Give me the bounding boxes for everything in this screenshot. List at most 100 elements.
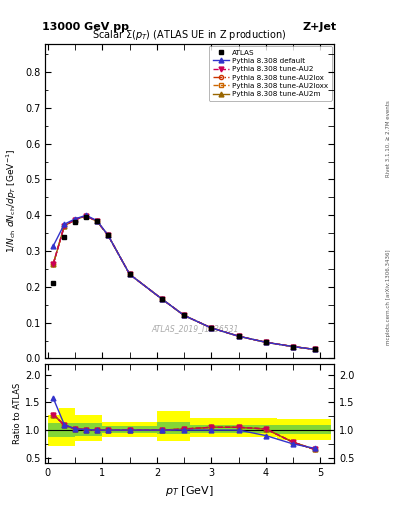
Line: Pythia 8.308 tune-AU2: Pythia 8.308 tune-AU2 bbox=[51, 214, 318, 352]
Text: Rivet 3.1.10, ≥ 2.7M events: Rivet 3.1.10, ≥ 2.7M events bbox=[386, 100, 391, 177]
Pythia 8.308 tune-AU2loxx bbox=[62, 223, 67, 229]
Pythia 8.308 default bbox=[84, 212, 88, 218]
ATLAS bbox=[312, 347, 317, 353]
ATLAS bbox=[209, 325, 214, 331]
Pythia 8.308 tune-AU2lox bbox=[160, 296, 165, 303]
Pythia 8.308 tune-AU2 bbox=[291, 344, 296, 350]
Pythia 8.308 tune-AU2 bbox=[73, 217, 77, 223]
ATLAS bbox=[84, 214, 88, 220]
Pythia 8.308 tune-AU2loxx bbox=[105, 232, 110, 238]
Pythia 8.308 default bbox=[312, 347, 317, 353]
Pythia 8.308 tune-AU2 bbox=[236, 333, 241, 339]
Pythia 8.308 tune-AU2 bbox=[127, 271, 132, 278]
Pythia 8.308 tune-AU2 bbox=[160, 296, 165, 303]
Pythia 8.308 default bbox=[236, 333, 241, 339]
ATLAS bbox=[95, 218, 99, 224]
ATLAS bbox=[236, 333, 241, 339]
Pythia 8.308 tune-AU2m bbox=[209, 325, 214, 331]
Pythia 8.308 tune-AU2m bbox=[160, 296, 165, 303]
Pythia 8.308 tune-AU2m bbox=[264, 339, 268, 346]
Pythia 8.308 tune-AU2m bbox=[182, 312, 187, 318]
Pythia 8.308 default bbox=[62, 221, 67, 227]
Y-axis label: $1/N_\mathrm{ch}\ dN_\mathrm{ch}/dp_T\ [\mathrm{GeV}^{-1}]$: $1/N_\mathrm{ch}\ dN_\mathrm{ch}/dp_T\ [… bbox=[5, 149, 19, 253]
Line: Pythia 8.308 tune-AU2m: Pythia 8.308 tune-AU2m bbox=[51, 214, 318, 352]
Text: ATLAS_2019_I1736531: ATLAS_2019_I1736531 bbox=[152, 324, 239, 333]
Pythia 8.308 tune-AU2 bbox=[264, 339, 268, 346]
Pythia 8.308 tune-AU2loxx bbox=[84, 213, 88, 219]
Pythia 8.308 tune-AU2lox bbox=[51, 261, 56, 267]
Pythia 8.308 tune-AU2loxx bbox=[95, 218, 99, 224]
Pythia 8.308 tune-AU2m bbox=[62, 223, 67, 229]
Pythia 8.308 tune-AU2m bbox=[291, 344, 296, 350]
ATLAS bbox=[182, 312, 187, 318]
Pythia 8.308 tune-AU2lox bbox=[95, 218, 99, 224]
Y-axis label: Ratio to ATLAS: Ratio to ATLAS bbox=[13, 383, 22, 444]
ATLAS bbox=[105, 232, 110, 238]
Pythia 8.308 tune-AU2lox bbox=[105, 232, 110, 238]
ATLAS bbox=[73, 219, 77, 225]
Pythia 8.308 tune-AU2 bbox=[182, 312, 187, 318]
Pythia 8.308 tune-AU2m bbox=[95, 218, 99, 224]
ATLAS bbox=[127, 271, 132, 278]
Pythia 8.308 tune-AU2m bbox=[51, 261, 56, 267]
Line: ATLAS: ATLAS bbox=[51, 215, 318, 352]
Pythia 8.308 default bbox=[209, 325, 214, 331]
Legend: ATLAS, Pythia 8.308 default, Pythia 8.308 tune-AU2, Pythia 8.308 tune-AU2lox, Py: ATLAS, Pythia 8.308 default, Pythia 8.30… bbox=[209, 46, 332, 101]
Text: Z+Jet: Z+Jet bbox=[303, 23, 337, 32]
Pythia 8.308 tune-AU2lox bbox=[236, 333, 241, 339]
Pythia 8.308 tune-AU2 bbox=[209, 325, 214, 331]
Pythia 8.308 tune-AU2loxx bbox=[160, 296, 165, 303]
Pythia 8.308 tune-AU2lox bbox=[291, 344, 296, 350]
Pythia 8.308 tune-AU2m bbox=[312, 347, 317, 353]
Pythia 8.308 default bbox=[291, 344, 296, 350]
Pythia 8.308 tune-AU2 bbox=[95, 218, 99, 224]
Line: Pythia 8.308 default: Pythia 8.308 default bbox=[51, 213, 318, 352]
ATLAS bbox=[264, 339, 268, 346]
ATLAS bbox=[51, 280, 56, 286]
Pythia 8.308 tune-AU2m bbox=[73, 217, 77, 223]
Pythia 8.308 tune-AU2lox bbox=[312, 347, 317, 353]
Pythia 8.308 tune-AU2loxx bbox=[209, 325, 214, 331]
Pythia 8.308 tune-AU2 bbox=[312, 347, 317, 353]
Pythia 8.308 tune-AU2m bbox=[84, 213, 88, 219]
Pythia 8.308 default bbox=[73, 216, 77, 222]
Pythia 8.308 default bbox=[95, 218, 99, 224]
Pythia 8.308 tune-AU2loxx bbox=[264, 339, 268, 346]
Pythia 8.308 tune-AU2lox bbox=[209, 325, 214, 331]
Pythia 8.308 tune-AU2 bbox=[62, 223, 67, 229]
Text: mcplots.cern.ch [arXiv:1306.3436]: mcplots.cern.ch [arXiv:1306.3436] bbox=[386, 249, 391, 345]
Pythia 8.308 default bbox=[264, 339, 268, 346]
ATLAS bbox=[160, 296, 165, 303]
Pythia 8.308 tune-AU2loxx bbox=[236, 333, 241, 339]
Pythia 8.308 tune-AU2 bbox=[84, 213, 88, 219]
Pythia 8.308 tune-AU2 bbox=[105, 232, 110, 238]
Line: Pythia 8.308 tune-AU2loxx: Pythia 8.308 tune-AU2loxx bbox=[51, 214, 317, 352]
Pythia 8.308 default bbox=[51, 243, 56, 249]
ATLAS bbox=[291, 344, 296, 350]
Pythia 8.308 tune-AU2loxx bbox=[73, 217, 77, 223]
ATLAS bbox=[62, 233, 67, 240]
Pythia 8.308 tune-AU2m bbox=[105, 232, 110, 238]
Line: Pythia 8.308 tune-AU2lox: Pythia 8.308 tune-AU2lox bbox=[51, 214, 317, 352]
Pythia 8.308 tune-AU2m bbox=[236, 333, 241, 339]
Pythia 8.308 default bbox=[105, 232, 110, 238]
Pythia 8.308 default bbox=[127, 271, 132, 278]
Pythia 8.308 tune-AU2lox bbox=[127, 271, 132, 278]
Text: 13000 GeV pp: 13000 GeV pp bbox=[42, 23, 129, 32]
Pythia 8.308 tune-AU2 bbox=[51, 261, 56, 267]
X-axis label: $p_T\ [\mathrm{GeV}]$: $p_T\ [\mathrm{GeV}]$ bbox=[165, 484, 214, 498]
Pythia 8.308 tune-AU2lox bbox=[264, 339, 268, 346]
Pythia 8.308 tune-AU2lox bbox=[84, 213, 88, 219]
Pythia 8.308 default bbox=[182, 312, 187, 318]
Pythia 8.308 tune-AU2lox bbox=[73, 217, 77, 223]
Pythia 8.308 tune-AU2m bbox=[127, 271, 132, 278]
Pythia 8.308 tune-AU2lox bbox=[182, 312, 187, 318]
Pythia 8.308 tune-AU2loxx bbox=[51, 261, 56, 267]
Pythia 8.308 tune-AU2loxx bbox=[312, 347, 317, 353]
Pythia 8.308 tune-AU2loxx bbox=[127, 271, 132, 278]
Pythia 8.308 default bbox=[160, 296, 165, 303]
Pythia 8.308 tune-AU2loxx bbox=[291, 344, 296, 350]
Pythia 8.308 tune-AU2loxx bbox=[182, 312, 187, 318]
Title: Scalar $\Sigma(p_T)$ (ATLAS UE in Z production): Scalar $\Sigma(p_T)$ (ATLAS UE in Z prod… bbox=[92, 28, 287, 42]
Pythia 8.308 tune-AU2lox bbox=[62, 223, 67, 229]
